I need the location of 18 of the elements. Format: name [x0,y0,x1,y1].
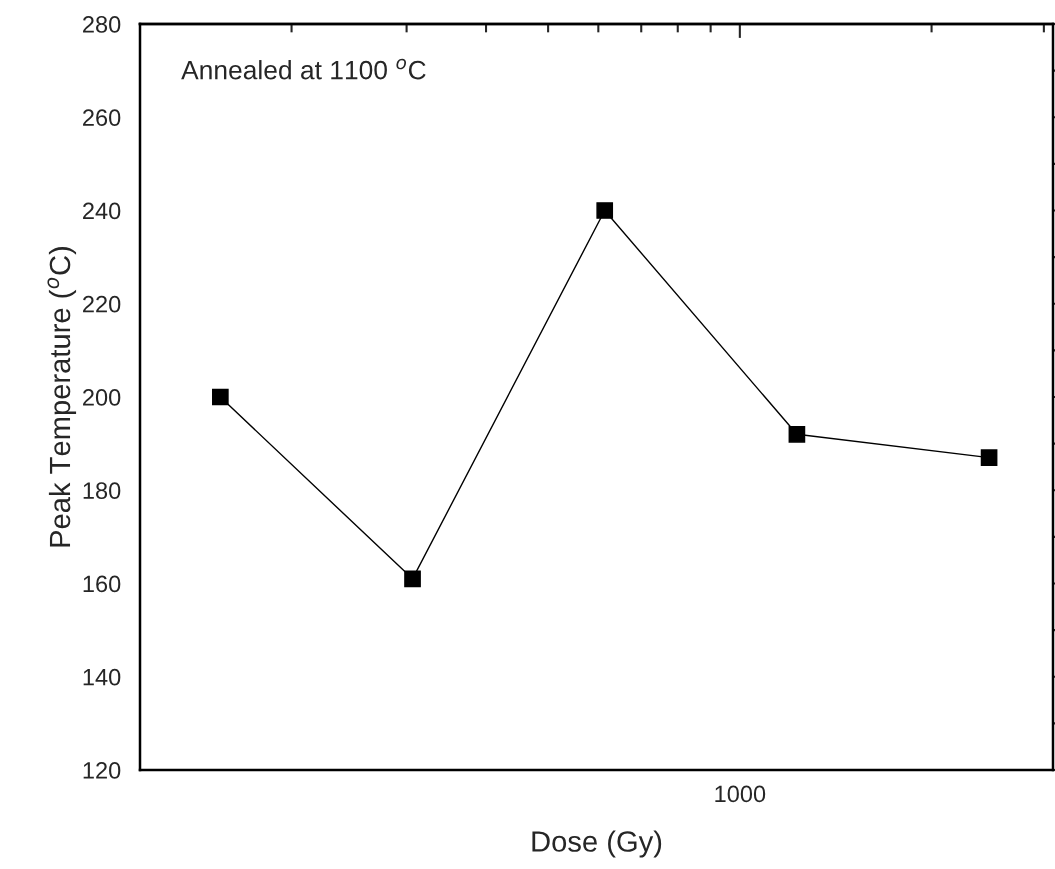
point [788,425,806,443]
annotation: Annealed at 1100 $^{o}$C [181,58,426,80]
point [404,570,421,588]
text: 1000 [715,785,766,803]
y-tick-label: 280 [83,16,121,33]
y-tick-label: 140 [83,668,121,686]
y-axis-title: Peak Temperature ($^{o}$C) [47,247,77,547]
point [596,202,614,219]
y-tick-label: 220 [83,295,121,313]
point [980,449,998,466]
y-tick-label: 240 [83,202,121,220]
y-tick-label: 160 [83,575,121,593]
y-tick-label: 180 [83,482,121,500]
x-axis-title: Dose (Gy) [532,830,662,858]
y-tick-label: 260 [83,109,121,127]
y-tick-label: 200 [83,389,121,406]
point [212,388,229,406]
y-tick-label: 120 [83,762,121,779]
